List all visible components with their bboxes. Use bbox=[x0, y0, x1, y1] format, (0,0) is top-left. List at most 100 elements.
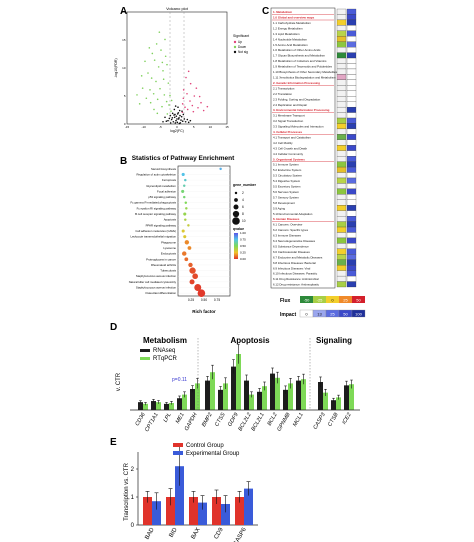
panel-c-letter: C bbox=[262, 6, 269, 17]
kegg-pathway-label: 1.2 Energy Metabolism bbox=[273, 26, 303, 30]
category-label: CD36 bbox=[135, 411, 148, 427]
pathway-point bbox=[183, 235, 187, 239]
qvalue-color-bar bbox=[234, 233, 238, 259]
category-label: GPNMB bbox=[276, 412, 291, 433]
kegg-flux-cell bbox=[336, 63, 347, 70]
bar-rnaseq bbox=[190, 389, 195, 410]
pathway-point bbox=[197, 289, 206, 297]
flux-legend-scale: -50 -25 0 25 50 bbox=[300, 296, 365, 303]
kegg-pathway-label: 5.3 Circulatory System bbox=[273, 174, 303, 178]
kegg-flux-cell bbox=[336, 57, 347, 64]
bar-rtqpcr bbox=[323, 392, 328, 410]
pathway-point bbox=[182, 251, 187, 256]
volcano-x-label: log2(FC) bbox=[170, 129, 184, 133]
kegg-pathway-label: 1.11 Xenobiotics Biodegradation and Meta… bbox=[273, 76, 336, 80]
category-label: BAX bbox=[191, 527, 202, 540]
volcano-point-not-sig bbox=[169, 114, 172, 117]
bar-rtqpcr bbox=[249, 394, 254, 410]
kegg-pathway-label: 4.3 Cell Growth and Death bbox=[273, 146, 307, 150]
size-legend-marker bbox=[233, 204, 239, 210]
kegg-category-header: 6. Human Diseases bbox=[273, 217, 300, 221]
pathway-label: Cell adhesion molecules (CAMs) bbox=[135, 229, 176, 233]
kegg-pathway-label: 3.2 Signal Transduction bbox=[273, 119, 304, 123]
kegg-flux-cell bbox=[336, 205, 347, 211]
kegg-pathway-label: 5.7 Sensory System bbox=[273, 195, 299, 199]
bar-rtqpcr bbox=[195, 383, 200, 410]
kegg-pathway-label: 4.2 Cell Motility bbox=[273, 141, 293, 145]
kegg-impact-cell bbox=[346, 25, 357, 31]
kegg-pathway-label: 1.10 Biosynthesis of Other Secondary Met… bbox=[273, 70, 338, 74]
bar-experimental-group bbox=[244, 488, 253, 525]
pathway-label: Staphylococcus aureus infection bbox=[136, 286, 177, 290]
bar-rnaseq bbox=[164, 403, 169, 410]
kegg-flux-cell bbox=[336, 161, 347, 168]
volcano-legend-marker-notsig bbox=[233, 50, 237, 54]
pathway-label: Rheumatoid arthritis bbox=[151, 263, 177, 267]
kegg-impact-cell bbox=[346, 90, 357, 97]
kegg-pathway-label: 5.8 Development bbox=[273, 201, 295, 205]
pathway-label: p53 signaling pathway bbox=[148, 195, 176, 199]
kegg-flux-cell bbox=[336, 90, 347, 97]
pathway-label: Phagosome bbox=[161, 240, 176, 244]
panel-d-group-labels: Metabolism Apoptosis Signaling bbox=[143, 336, 352, 345]
kegg-impact-cell bbox=[346, 112, 357, 119]
kegg-impact-cell bbox=[346, 243, 357, 249]
kegg-flux-cell bbox=[336, 248, 347, 255]
volcano-point-down bbox=[140, 75, 143, 77]
impact-legend-scale: 0 13 25 50 100 bbox=[299, 309, 366, 318]
kegg-flux-cell bbox=[336, 270, 347, 277]
bar-rnaseq bbox=[318, 382, 323, 410]
kegg-flux-cell bbox=[336, 25, 347, 31]
kegg-pathway-label: 1.8 Metabolism of Cofactors and Vitamins bbox=[273, 59, 327, 63]
pathway-label: Fc epsilon RI signaling pathway bbox=[137, 206, 177, 210]
bar-rnaseq bbox=[244, 380, 249, 410]
kegg-pathway-label: 5.5 Excretory System bbox=[273, 185, 301, 189]
volcano-point-up bbox=[200, 101, 202, 104]
kegg-pathway-label: 6.8 Infectious Diseases: Bacterial bbox=[273, 261, 316, 265]
size-legend-label: 10 bbox=[242, 219, 246, 223]
volcano-point-up bbox=[189, 82, 192, 85]
bar-rnaseq bbox=[296, 380, 301, 410]
pathway-point bbox=[183, 184, 186, 188]
kegg-flux-cell bbox=[336, 237, 347, 244]
volcano-point-not-sig bbox=[180, 115, 183, 118]
volcano-point-down bbox=[149, 101, 152, 104]
volcano-point-not-sig bbox=[175, 115, 178, 117]
kegg-flux-cell bbox=[336, 36, 347, 42]
volcano-point-down bbox=[161, 61, 164, 64]
kegg-flux-cell bbox=[336, 112, 347, 119]
volcano-point-not-sig bbox=[167, 119, 169, 122]
bar-rnaseq bbox=[177, 398, 182, 410]
kegg-pathway-label: 2.3 Folding, Sorting and Degradation bbox=[273, 97, 321, 101]
kegg-impact-cell bbox=[346, 183, 357, 190]
volcano-point-down bbox=[160, 49, 162, 51]
volcano-point-up bbox=[195, 87, 198, 89]
kegg-impact-cell bbox=[346, 36, 357, 42]
pathway-point bbox=[194, 284, 202, 292]
kegg-pathway-label: 6.10 Infectious Diseases: Parasitic bbox=[273, 272, 318, 276]
kegg-flux-cell bbox=[336, 172, 347, 179]
volcano-point-down bbox=[150, 77, 153, 79]
volcano-point-not-sig bbox=[178, 117, 180, 119]
kegg-impact-cell bbox=[346, 96, 357, 102]
pathway-label: Glycerolipid metabolism bbox=[146, 184, 176, 188]
kegg-impact-cell bbox=[346, 221, 357, 228]
kegg-impact-cell bbox=[346, 145, 357, 151]
size-legend-title: gene_number bbox=[233, 183, 257, 187]
flux-legend-tick: 0 bbox=[331, 298, 334, 303]
legend-swatch-rtqpcr bbox=[140, 357, 150, 360]
volcano-point-not-sig bbox=[176, 121, 179, 124]
bar-rtqpcr bbox=[262, 386, 267, 410]
category-label: MCL1 bbox=[292, 412, 305, 428]
volcano-title: Volcano plot bbox=[166, 6, 189, 11]
panel-e-category-labels: BAD BID BAX CD9 CASP6 bbox=[144, 526, 248, 542]
kegg-category-header: 1. Metabolism bbox=[273, 10, 293, 14]
kegg-impact-cell bbox=[346, 79, 357, 86]
volcano-point-down bbox=[164, 38, 166, 41]
volcano-point-down bbox=[161, 105, 163, 108]
kegg-pathway-label: 1.3 Lipid Metabolism bbox=[273, 32, 300, 36]
volcano-point-down bbox=[145, 97, 148, 100]
volcano-point-down bbox=[136, 94, 138, 96]
flux-legend-swatch bbox=[352, 296, 365, 303]
kegg-flux-cell bbox=[336, 188, 347, 195]
